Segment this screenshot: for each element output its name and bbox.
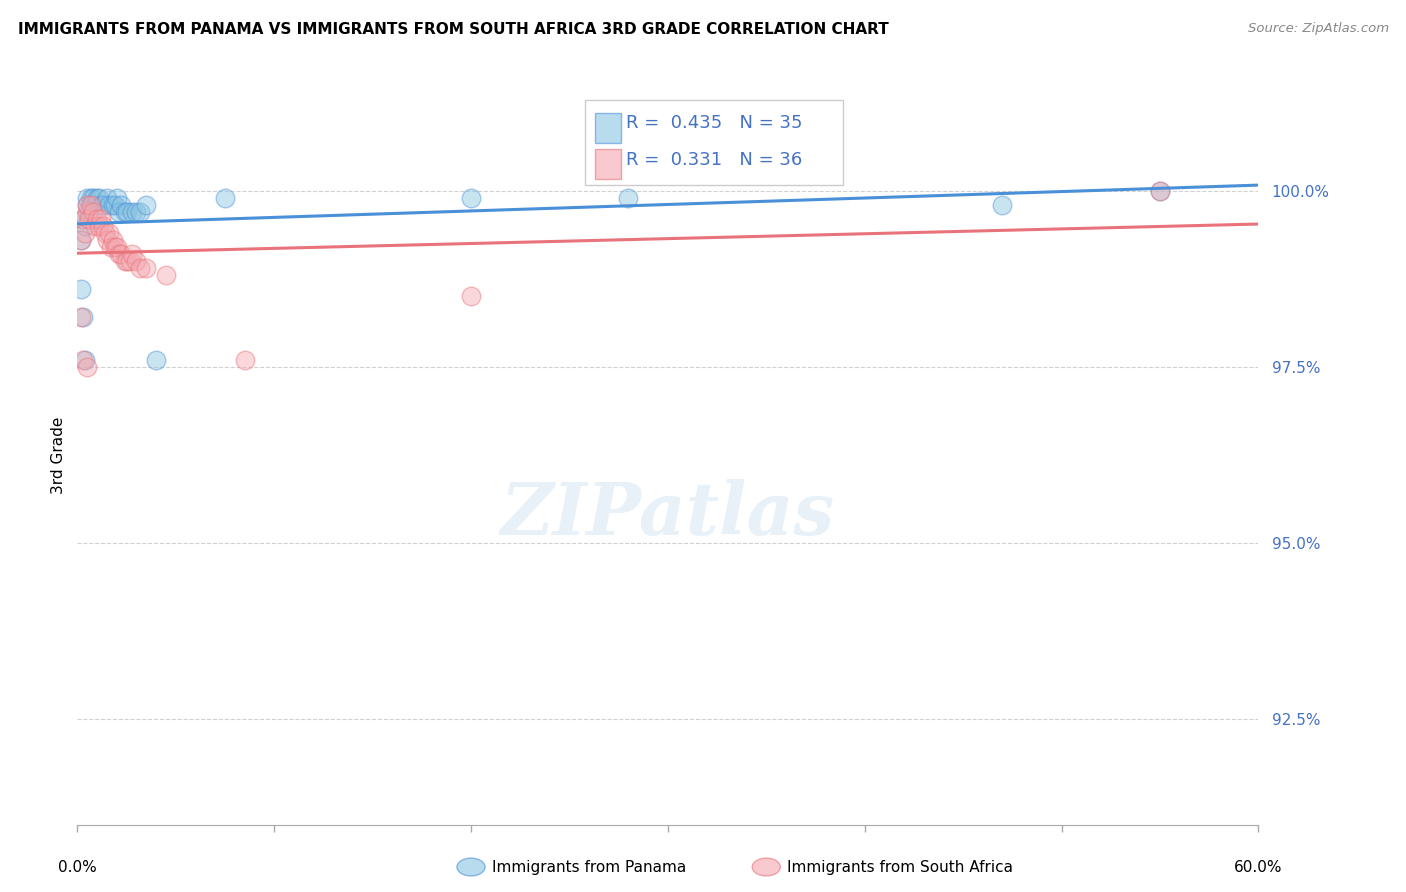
Point <box>115 254 138 268</box>
Point <box>617 190 640 204</box>
Point <box>129 204 152 219</box>
Point <box>70 310 93 325</box>
Point <box>75 352 97 367</box>
Point <box>80 190 103 204</box>
Point <box>101 233 124 247</box>
Point <box>84 219 107 233</box>
Point <box>75 219 97 233</box>
Point <box>97 226 120 240</box>
Text: ZIPatlas: ZIPatlas <box>501 479 835 549</box>
Point <box>110 197 132 211</box>
Point <box>460 289 482 303</box>
Point <box>77 204 100 219</box>
Point <box>104 240 127 254</box>
Point <box>90 211 112 226</box>
Point <box>80 197 103 211</box>
Text: R =  0.435   N = 35: R = 0.435 N = 35 <box>626 114 803 132</box>
Point <box>76 197 98 211</box>
Point <box>87 219 110 233</box>
Point <box>76 197 98 211</box>
Point <box>76 359 98 374</box>
Point <box>1149 184 1171 198</box>
Point <box>129 261 152 276</box>
Point <box>96 190 118 204</box>
Point <box>72 211 94 226</box>
Point <box>110 247 132 261</box>
Point <box>114 204 136 219</box>
Text: R =  0.331   N = 36: R = 0.331 N = 36 <box>626 151 803 169</box>
Point <box>97 197 120 211</box>
Text: IMMIGRANTS FROM PANAMA VS IMMIGRANTS FROM SOUTH AFRICA 3RD GRADE CORRELATION CHA: IMMIGRANTS FROM PANAMA VS IMMIGRANTS FRO… <box>18 22 889 37</box>
Point <box>70 282 93 296</box>
Point <box>76 190 98 204</box>
Point <box>135 261 157 276</box>
Point <box>104 197 127 211</box>
Point <box>86 190 108 204</box>
Point <box>86 211 108 226</box>
Text: 60.0%: 60.0% <box>1234 861 1282 875</box>
Point <box>233 352 256 367</box>
Point <box>105 190 128 204</box>
Point <box>155 268 177 282</box>
Text: Immigrants from South Africa: Immigrants from South Africa <box>787 860 1014 874</box>
Point <box>120 254 142 268</box>
Point <box>107 204 129 219</box>
Point <box>115 204 138 219</box>
Text: Source: ZipAtlas.com: Source: ZipAtlas.com <box>1249 22 1389 36</box>
Point <box>991 197 1014 211</box>
Text: 0.0%: 0.0% <box>58 861 97 875</box>
Point <box>91 197 114 211</box>
Point <box>105 240 128 254</box>
Point <box>125 204 148 219</box>
Point <box>90 197 112 211</box>
Text: Immigrants from Panama: Immigrants from Panama <box>492 860 686 874</box>
Point <box>72 352 94 367</box>
Point <box>135 197 157 211</box>
Point <box>94 226 117 240</box>
Point <box>145 352 167 367</box>
Point <box>84 197 107 211</box>
Point <box>91 219 114 233</box>
Point <box>77 211 100 226</box>
Point <box>1149 184 1171 198</box>
Point <box>460 190 482 204</box>
Point <box>82 204 104 219</box>
Point <box>125 254 148 268</box>
Point <box>121 204 143 219</box>
Point <box>82 190 104 204</box>
Point <box>96 233 118 247</box>
Y-axis label: 3rd Grade: 3rd Grade <box>51 417 66 493</box>
Point <box>72 310 94 325</box>
Point <box>107 247 129 261</box>
Point <box>70 233 93 247</box>
Point <box>100 240 122 254</box>
Point <box>76 204 98 219</box>
Point <box>75 226 97 240</box>
Point <box>121 247 143 261</box>
Point <box>87 190 110 204</box>
Point <box>70 233 93 247</box>
Point <box>214 190 236 204</box>
Point <box>114 254 136 268</box>
Point <box>72 211 94 226</box>
Point <box>101 197 124 211</box>
